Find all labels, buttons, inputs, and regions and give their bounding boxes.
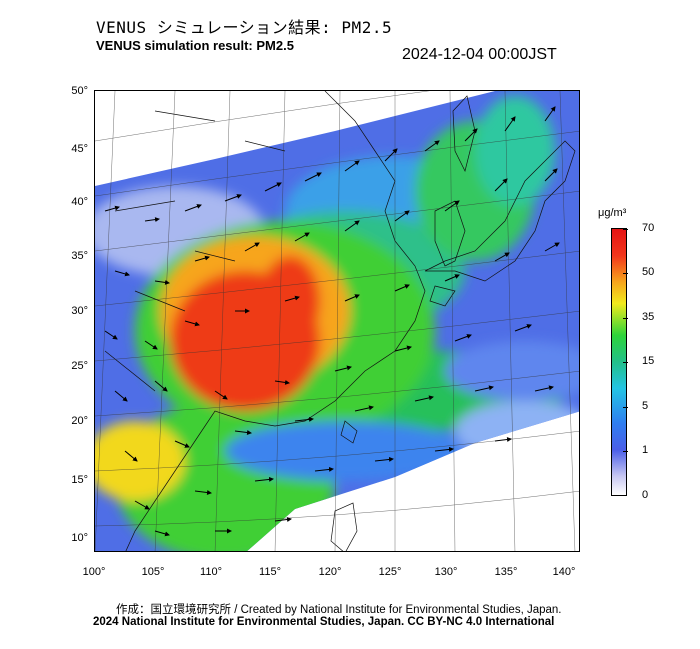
timestamp: 2024-12-04 00:00JST	[402, 46, 557, 63]
lat-label-25: 25°	[71, 360, 88, 372]
lon-label-125: 125°	[378, 566, 402, 578]
colorbar-label-35: 35	[642, 311, 655, 323]
title-jp: VENUS シミュレーション結果: PM2.5	[96, 18, 393, 37]
lat-label-10: 10°	[71, 532, 88, 544]
lat-label-15: 15°	[71, 474, 88, 486]
colorbar-label-50: 50	[642, 266, 655, 278]
lat-label-45: 45°	[71, 143, 88, 155]
colorbar-label-15: 15	[642, 355, 655, 367]
graticule	[95, 91, 579, 551]
colorbar-tick	[623, 318, 628, 319]
colorbar-tick	[623, 451, 628, 452]
lon-label-130: 130°	[434, 566, 458, 578]
lat-label-30: 30°	[71, 305, 88, 317]
colorbar-label-0: 0	[642, 489, 649, 501]
colorbar-unit: μg/m³	[598, 207, 627, 219]
wind-vectors	[104, 106, 560, 537]
lon-label-120: 120°	[318, 566, 342, 578]
pm25-map	[95, 91, 579, 551]
lon-label-135: 135°	[494, 566, 518, 578]
lon-label-115: 115°	[259, 566, 281, 578]
map-panel	[94, 90, 580, 552]
colorbar-label-1: 1	[642, 444, 649, 456]
colorbar-tick	[623, 273, 628, 274]
colorbar-label-70: 70	[642, 222, 655, 234]
lon-label-100: 100°	[82, 566, 106, 578]
colorbar-tick	[623, 362, 628, 363]
lat-label-20: 20°	[71, 415, 88, 427]
lat-label-50: 50°	[71, 85, 88, 97]
colorbar-tick	[623, 407, 628, 408]
colorbar-tick	[623, 229, 628, 230]
credit-jp: 作成：国立環境研究所 / Created by National Institu…	[116, 604, 562, 616]
lat-label-40: 40°	[71, 196, 88, 208]
lon-label-140: 140°	[552, 566, 576, 578]
credit-en: 2024 National Institute for Environmenta…	[93, 616, 555, 628]
lon-label-105: 105°	[141, 566, 165, 578]
lon-label-110: 110°	[200, 566, 222, 578]
title-en: VENUS simulation result: PM2.5	[96, 38, 294, 53]
lat-label-35: 35°	[71, 250, 88, 262]
colorbar-label-5: 5	[642, 400, 649, 412]
